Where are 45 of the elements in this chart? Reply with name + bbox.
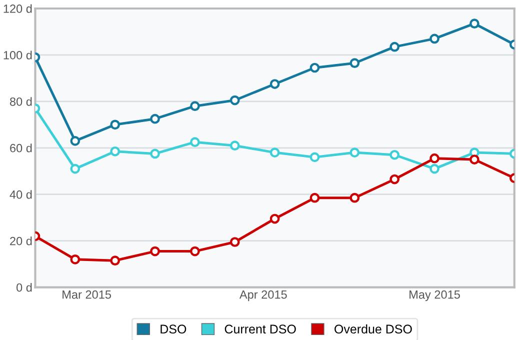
point [310,192,320,203]
point [230,140,240,151]
point [270,148,280,158]
point [70,164,80,174]
point [390,150,400,160]
point [150,148,160,159]
point [110,120,120,130]
point [70,136,80,146]
point [310,152,320,162]
x-tick-label: May 2015 [410,290,460,302]
point [350,58,360,68]
point [430,164,440,174]
point [470,18,480,29]
y-tick-label: 100 d [4,50,32,60]
point [430,34,440,44]
point [110,146,120,156]
legend-label: DSO [160,324,186,334]
point [350,148,360,158]
point [310,62,320,73]
point [230,237,240,247]
point [150,246,160,256]
point [270,214,280,224]
y-tick-label: 0 d [16,283,32,292]
point [70,254,80,264]
point [110,256,120,266]
y-tick-label: 20 d [10,236,32,246]
legend-label: Current DSO [224,324,296,334]
point [390,42,400,52]
point [270,79,280,89]
point [230,95,240,106]
x-tick-label: Mar 2015 [62,290,112,299]
point [190,137,200,148]
y-tick-label: 40 d [10,190,32,199]
point [430,153,440,164]
legend-label: Overdue DSO [334,324,412,334]
point [470,154,480,164]
point [190,246,200,256]
y-tick-label: 80 d [10,97,32,106]
point [390,174,400,184]
x-tick-label: Apr 2015 [239,290,287,302]
point [190,101,200,112]
y-tick-label: 120 d [4,4,32,13]
y-tick-label: 60 d [10,144,32,152]
point [150,114,160,124]
point [350,192,360,203]
